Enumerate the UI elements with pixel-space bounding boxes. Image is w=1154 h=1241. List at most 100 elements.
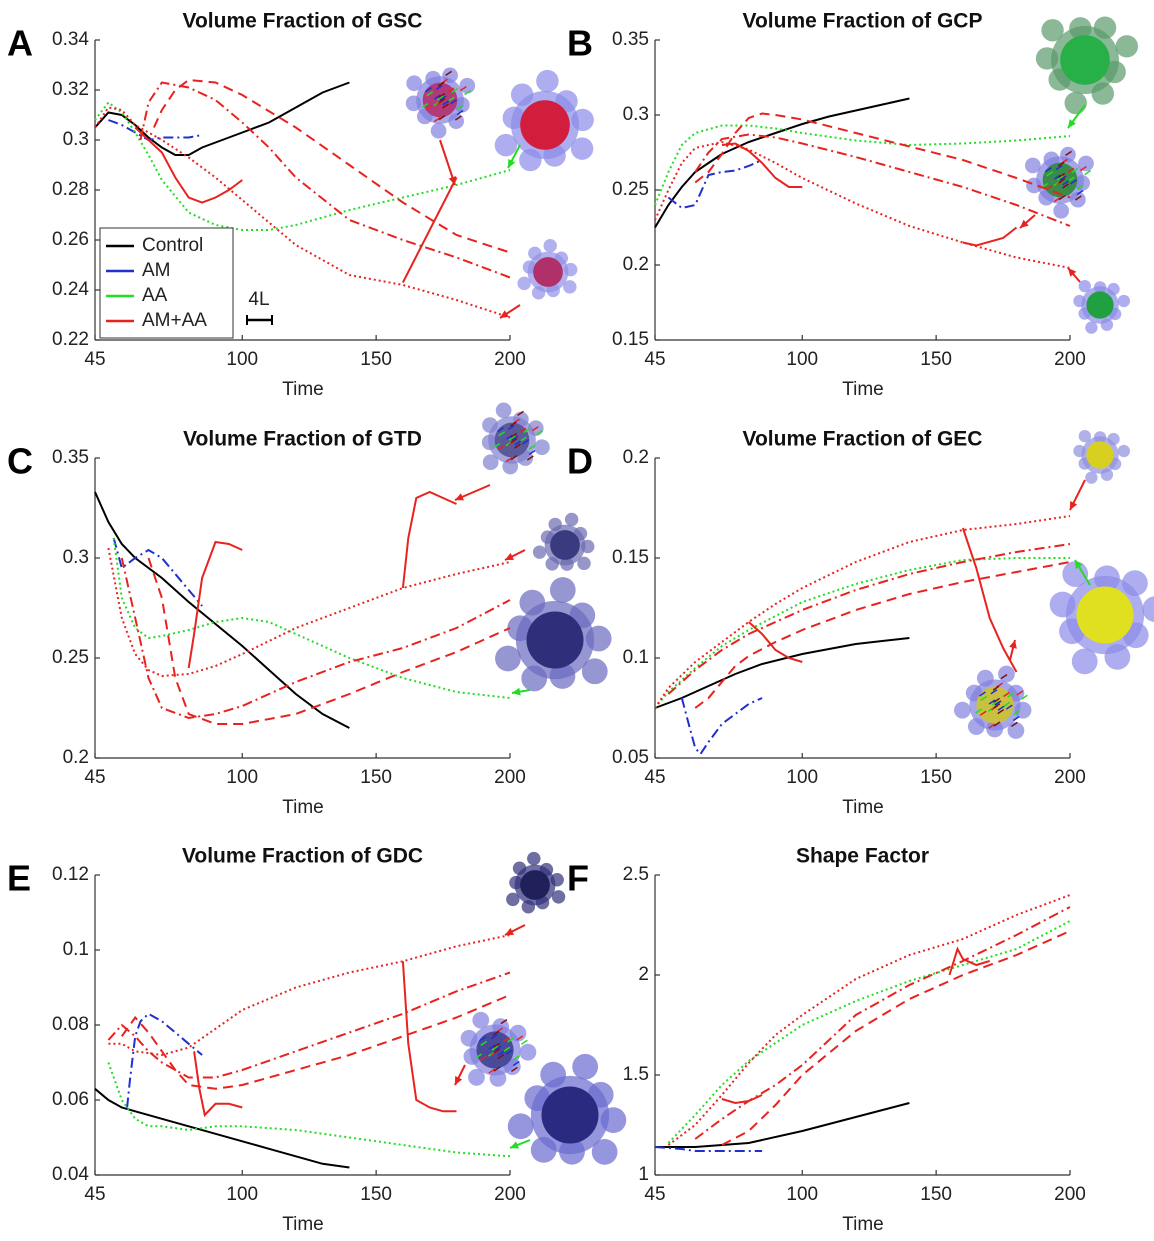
arrow-head	[1009, 640, 1017, 649]
cell-fiber	[442, 103, 449, 109]
chart-title: Volume Fraction of GTD	[183, 428, 422, 451]
y-tick-label: 0.2	[63, 747, 89, 768]
arrow-head	[1075, 560, 1083, 569]
arrow-head	[505, 552, 514, 560]
series-line	[94, 491, 350, 729]
x-axis-label: Time	[282, 1214, 324, 1235]
cell-fiber	[1059, 175, 1067, 181]
x-tick-label: 45	[84, 1184, 105, 1205]
series-line	[107, 547, 511, 678]
series-line	[961, 527, 1018, 673]
cell-fiber	[1067, 167, 1075, 173]
series-line	[721, 1094, 763, 1105]
cell-fiber	[494, 1045, 502, 1051]
y-tick-label: 0.15	[612, 329, 649, 350]
panel-letter: F	[567, 858, 589, 899]
cell-fiber	[1079, 166, 1087, 172]
cell-arm	[1025, 157, 1041, 174]
cell-image	[506, 851, 566, 914]
y-tick-label: 0.28	[52, 179, 89, 200]
y-tick-label: 0.22	[52, 329, 89, 350]
series-line	[402, 177, 458, 283]
x-tick-label: 100	[226, 767, 258, 788]
cell-arm	[564, 512, 579, 527]
cell-fiber	[522, 439, 529, 445]
cell-arm	[1078, 155, 1094, 172]
cell-fiber	[497, 1050, 505, 1056]
arrow-head	[510, 1141, 519, 1149]
cell-fiber	[519, 427, 527, 433]
cell-fiber	[1056, 175, 1064, 181]
legend-label: Control	[142, 235, 203, 256]
cell-arm	[517, 276, 531, 291]
y-tick-label: 0.3	[63, 129, 89, 150]
cell-core	[526, 611, 584, 669]
cell-arm	[495, 402, 512, 419]
cell-arm	[1078, 430, 1091, 443]
cell-fiber	[512, 1060, 520, 1067]
y-tick-label: 0.05	[612, 747, 649, 768]
cell-image	[532, 512, 595, 571]
cell-fiber	[436, 95, 444, 101]
y-tick-label: 0.1	[63, 939, 89, 960]
cell-fiber	[1071, 167, 1079, 174]
series-line	[654, 97, 910, 229]
cell-fiber	[1012, 715, 1020, 722]
series-line	[667, 920, 1071, 1144]
x-tick-label: 45	[644, 767, 665, 788]
x-axis-label: Time	[282, 379, 324, 400]
legend-label: AA	[142, 285, 168, 306]
arrow-head	[1070, 501, 1078, 510]
cell-fiber	[445, 70, 452, 77]
cell-fiber	[1062, 180, 1070, 186]
cell-arm	[1062, 561, 1089, 587]
x-tick-label: 200	[1054, 1184, 1086, 1205]
y-tick-label: 0.2	[623, 447, 649, 468]
cell-fiber	[992, 685, 1000, 691]
cell-fiber	[997, 708, 1005, 715]
cell-fiber	[517, 410, 524, 417]
series-line	[654, 140, 1071, 269]
series-line	[152, 78, 511, 254]
cell-fiber	[1045, 166, 1052, 173]
cell-image	[954, 665, 1032, 739]
x-tick-label: 45	[644, 349, 665, 370]
cell-image	[1025, 146, 1094, 219]
series-line	[667, 159, 763, 210]
series-line	[680, 697, 763, 756]
y-tick-label: 0.08	[52, 1014, 89, 1035]
cell-fiber	[426, 91, 434, 97]
cell-image	[494, 69, 594, 172]
cell-arm	[1085, 471, 1098, 484]
cell-fiber	[1054, 174, 1061, 180]
cell-arm	[532, 545, 547, 559]
cell-arm	[406, 75, 422, 92]
cell-fiber	[490, 1034, 498, 1040]
panel-letter: B	[567, 23, 593, 64]
y-tick-label: 0.25	[612, 179, 649, 200]
cell-fiber	[991, 700, 999, 706]
cell-fiber	[456, 109, 464, 116]
series-line	[721, 142, 803, 188]
cell-arm	[1071, 648, 1098, 675]
cell-image	[460, 1011, 537, 1087]
cell-fiber	[507, 424, 515, 431]
cell-fiber	[464, 89, 472, 96]
series-line	[120, 994, 511, 1090]
cell-fiber	[442, 100, 450, 106]
series-line	[667, 894, 1071, 1146]
y-tick-label: 2	[638, 964, 649, 985]
cell-arm	[482, 454, 499, 471]
y-tick-label: 0.32	[52, 79, 89, 100]
cell-fiber	[435, 84, 443, 91]
annotation: 4L	[248, 289, 269, 310]
cell-fiber	[507, 1037, 515, 1043]
cell-fiber	[1053, 197, 1061, 203]
cell-fiber	[1020, 694, 1028, 700]
cell-fiber	[528, 444, 536, 450]
cell-arm	[591, 1139, 618, 1165]
series-line	[120, 557, 511, 720]
arrow-head	[508, 159, 516, 168]
x-tick-label: 150	[920, 1184, 952, 1205]
cell-arm	[577, 556, 591, 571]
